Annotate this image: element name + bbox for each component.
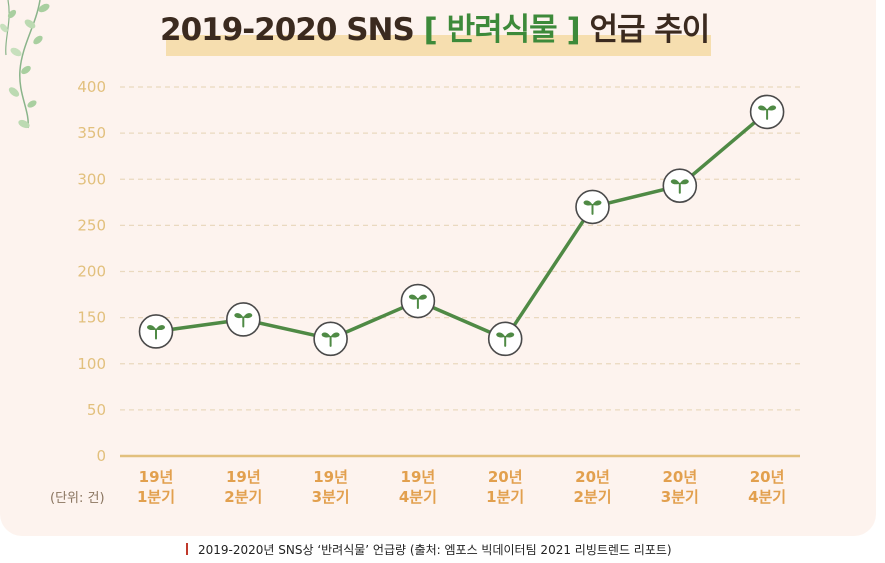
vine-decoration — [0, 0, 50, 129]
x-tick-label-year: 19년 — [226, 468, 261, 486]
sprout-icon — [408, 294, 427, 310]
x-tick-label-year: 20년 — [662, 468, 697, 486]
sprout-icon — [496, 332, 515, 347]
caption-text: 2019-2020년 SNS상 ‘반려식물’ 언급량 (출처: 엠포스 빅데이터… — [198, 543, 672, 557]
data-point — [138, 314, 174, 349]
x-tick-label-year: 20년 — [488, 468, 523, 486]
data-point — [313, 321, 348, 357]
x-tick-label-quarter: 1분기 — [486, 488, 524, 506]
data-point — [487, 321, 523, 357]
sprout-icon — [758, 105, 777, 120]
chart-title: 2019-2020 SNS [ 반려식물 ] 언급 추이 — [160, 8, 711, 56]
title-bracket-open: [ — [423, 12, 438, 48]
unit-label: (단위: 건) — [50, 491, 105, 506]
title-keyword: 반려식물 — [446, 12, 558, 48]
sprout-icon — [321, 332, 340, 347]
y-tick-label: 350 — [77, 124, 106, 142]
y-gridlines — [120, 86, 800, 411]
x-tick-label-quarter: 3분기 — [312, 488, 350, 506]
y-tick-label: 100 — [77, 355, 106, 373]
x-tick-label-quarter: 2분기 — [573, 488, 611, 506]
x-tick-label-quarter: 4분기 — [748, 488, 786, 506]
x-tick-label-year: 20년 — [575, 468, 610, 486]
x-tick-label-quarter: 2분기 — [224, 488, 262, 506]
x-tick-label-year: 20년 — [750, 468, 785, 486]
title-prefix: 2019-2020 SNS — [160, 12, 415, 48]
x-tick-label-year: 19년 — [139, 468, 174, 486]
sprout-icon — [147, 325, 165, 340]
data-markers — [138, 94, 785, 357]
x-tick-label-year: 19년 — [313, 468, 348, 486]
y-tick-label: 250 — [77, 216, 106, 234]
y-tick-label: 200 — [77, 263, 106, 281]
data-point — [226, 302, 261, 337]
x-tick-label-quarter: 3분기 — [661, 488, 699, 506]
y-tick-label: 0 — [96, 447, 106, 465]
y-tick-label: 50 — [87, 401, 106, 419]
chart-card — [0, 0, 876, 536]
x-tick-label-year: 19년 — [401, 468, 436, 486]
title-suffix: 언급 추이 — [589, 12, 710, 48]
y-tick-labels: 0 50 100 150 200 250 300 350 400 — [77, 78, 106, 465]
sprout-icon — [234, 313, 253, 328]
title-highlight — [166, 35, 711, 56]
figure-caption: 2019-2020년 SNS상 ‘반려식물’ 언급량 (출처: 엠포스 빅데이터… — [186, 541, 672, 558]
data-point — [749, 94, 785, 130]
x-tick-label-quarter: 4분기 — [399, 488, 437, 506]
x-tick-label-quarter: 1분기 — [137, 488, 175, 506]
sprout-icon — [670, 179, 689, 194]
data-point — [400, 283, 436, 319]
title-bracket-close: ] — [566, 12, 580, 48]
sprout-icon — [583, 200, 602, 215]
y-tick-label: 300 — [77, 170, 106, 188]
y-tick-label: 400 — [77, 78, 106, 96]
caption-marker — [186, 543, 188, 555]
data-point — [575, 189, 610, 225]
data-point — [662, 168, 698, 204]
y-tick-label: 150 — [77, 309, 106, 327]
x-tick-labels: 19년 1분기 19년 2분기 19년 3분기 19년 4분기 20년 1분기 20년 2분기 20년 3… — [137, 468, 786, 506]
